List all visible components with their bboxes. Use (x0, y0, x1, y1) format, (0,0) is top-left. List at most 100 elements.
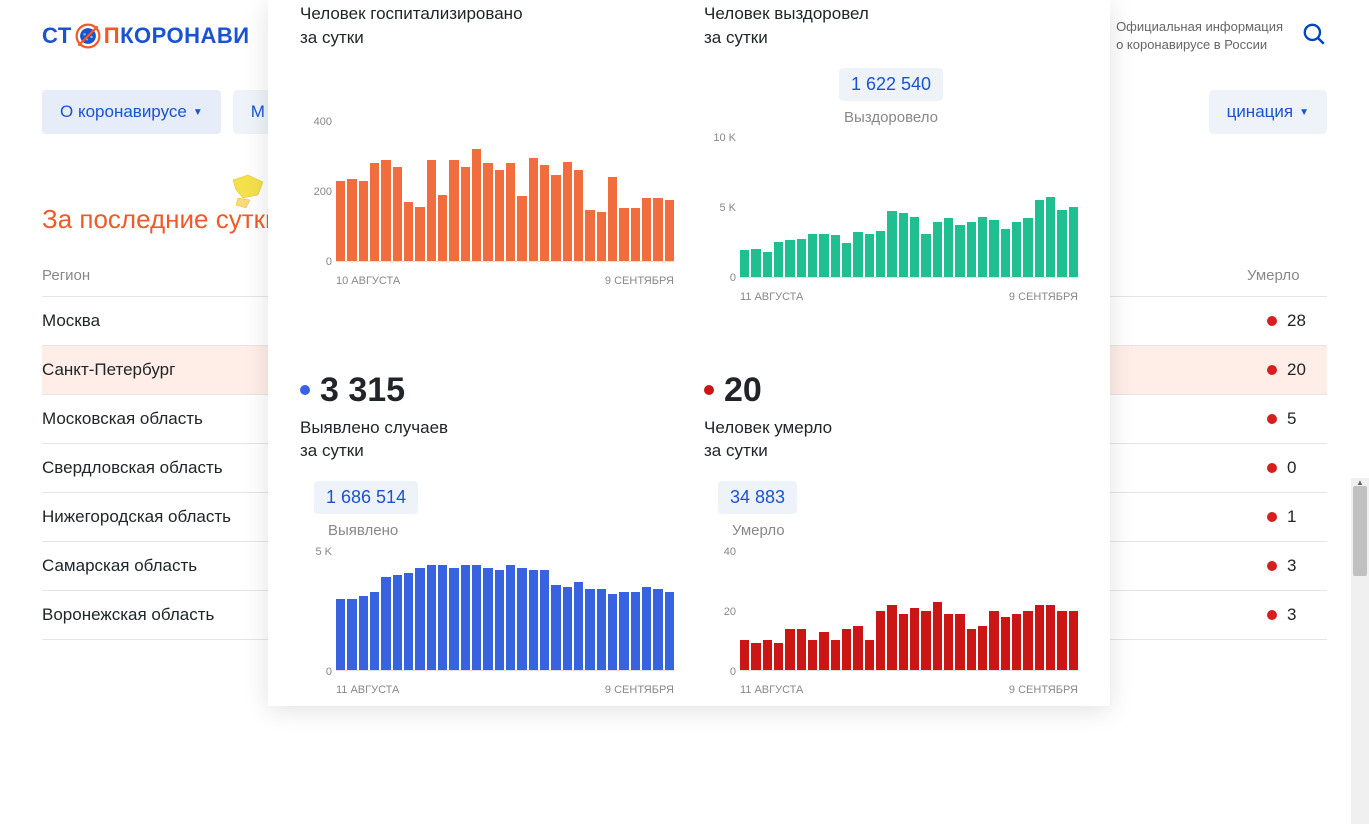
chart-bar (597, 589, 606, 670)
chart-bar (989, 611, 998, 671)
dot-icon (1267, 463, 1277, 473)
nav-vaccination[interactable]: цинация▼ (1209, 90, 1327, 134)
chart-bar (808, 234, 817, 277)
region-name: Нижегородская область (42, 507, 231, 527)
chart-bar (740, 640, 749, 670)
chart-bar (653, 589, 662, 670)
dot-icon (1267, 365, 1277, 375)
chart-bar (797, 239, 806, 277)
chart-bar (933, 222, 942, 276)
chart-bar (853, 232, 862, 276)
chart-recovered: 10 K5 K0 11 АВГУСТА9 СЕНТЯБРЯ (704, 138, 1078, 303)
chart-bar (910, 608, 919, 670)
chart-bar (461, 565, 470, 670)
chart-bar (631, 208, 640, 260)
chart-bar (955, 614, 964, 671)
chart-bar (774, 242, 783, 277)
chart-bar (751, 643, 760, 670)
chart-bar (808, 640, 817, 670)
chart-bar (619, 208, 628, 260)
chart-bar (933, 602, 942, 670)
chart-bar (574, 170, 583, 260)
chart-bar (381, 577, 390, 670)
chart-detected: 5 K0 11 АВГУСТА9 СЕНТЯБРЯ (300, 551, 674, 696)
chart-bar (449, 160, 458, 261)
chart-bar (1012, 614, 1021, 671)
chart-bar (831, 235, 840, 277)
chart-bar (1057, 210, 1066, 277)
dot-icon (300, 385, 310, 395)
region-name: Санкт-Петербург (42, 360, 175, 380)
chart-bar (619, 592, 628, 671)
dot-icon (1267, 610, 1277, 620)
chart-bar (495, 170, 504, 260)
chart-bar (540, 165, 549, 261)
chart-bar (887, 211, 896, 276)
dot-icon (1267, 316, 1277, 326)
nav-about-coronavirus[interactable]: О коронавирусе▼ (42, 90, 221, 134)
chart-bar (831, 640, 840, 670)
chart-bar (585, 210, 594, 260)
region-name: Московская область (42, 409, 203, 429)
chart-bar (574, 582, 583, 670)
chart-bar (449, 568, 458, 670)
col-region: Регион (42, 267, 90, 284)
chart-bar (642, 587, 651, 670)
chevron-down-icon: ▼ (1299, 107, 1309, 118)
chart-hospitalized: 4002000 10 АВГУСТА9 СЕНТЯБРЯ (300, 122, 674, 287)
col-deaths: Умерло (1247, 267, 1327, 284)
region-name: Воронежская область (42, 605, 214, 625)
logo[interactable]: СТ П КОРОНАВИ (42, 22, 250, 50)
chart-bar (944, 218, 953, 276)
death-count: 1 (1267, 507, 1327, 527)
chart-bar (1035, 605, 1044, 670)
scroll-up-icon[interactable]: ▲ (1351, 478, 1369, 486)
chart-bar (608, 594, 617, 670)
stats-popup: Человек госпитализировано за сутки 40020… (268, 0, 1110, 706)
chart-bar (472, 149, 481, 260)
chart-bar (370, 163, 379, 260)
nav-item-partial-m[interactable]: М (233, 90, 271, 134)
death-count: 3 (1267, 556, 1327, 576)
chart-bar (944, 614, 953, 671)
dot-icon (704, 385, 714, 395)
chart-bar (370, 592, 379, 671)
chart-bar (359, 596, 368, 670)
chart-bar (978, 217, 987, 277)
chart-bar (483, 568, 492, 670)
death-count: 28 (1267, 311, 1327, 331)
chart-bar (529, 570, 538, 670)
chart-bar (517, 196, 526, 260)
chart-bar (642, 198, 651, 261)
card-detected: 3 315 Выявлено случаев за сутки 1 686 51… (300, 333, 674, 697)
header-info: Официальная информация о коронавирусе в … (1101, 18, 1283, 54)
chart-bar (887, 605, 896, 670)
chart-bar (785, 629, 794, 671)
chart-bar (517, 568, 526, 670)
chart-bar (438, 195, 447, 261)
chart-bar (563, 587, 572, 670)
chart-bar (438, 565, 447, 670)
chart-bar (381, 160, 390, 261)
chart-bar (359, 181, 368, 261)
card-recovered: Человек выздоровел за сутки 1 622 540 Вы… (704, 0, 1078, 303)
chart-bar (483, 163, 492, 260)
search-icon[interactable] (1301, 21, 1327, 52)
region-name: Самарская область (42, 556, 197, 576)
chart-bar (751, 249, 760, 277)
chart-bar (597, 212, 606, 261)
virus-icon (74, 22, 102, 50)
chart-bar (1046, 197, 1055, 276)
chart-bar (978, 626, 987, 671)
scrollbar-thumb[interactable] (1353, 486, 1367, 576)
scrollbar[interactable]: ▲ (1351, 478, 1369, 824)
chart-bar (763, 252, 772, 277)
chart-bar (1023, 218, 1032, 276)
chart-bar (461, 167, 470, 261)
chart-bar (404, 202, 413, 261)
chart-bar (336, 599, 345, 670)
logo-text-p: П (104, 23, 120, 49)
death-count: 5 (1267, 409, 1327, 429)
chart-bar (608, 177, 617, 260)
chart-bar (415, 207, 424, 261)
